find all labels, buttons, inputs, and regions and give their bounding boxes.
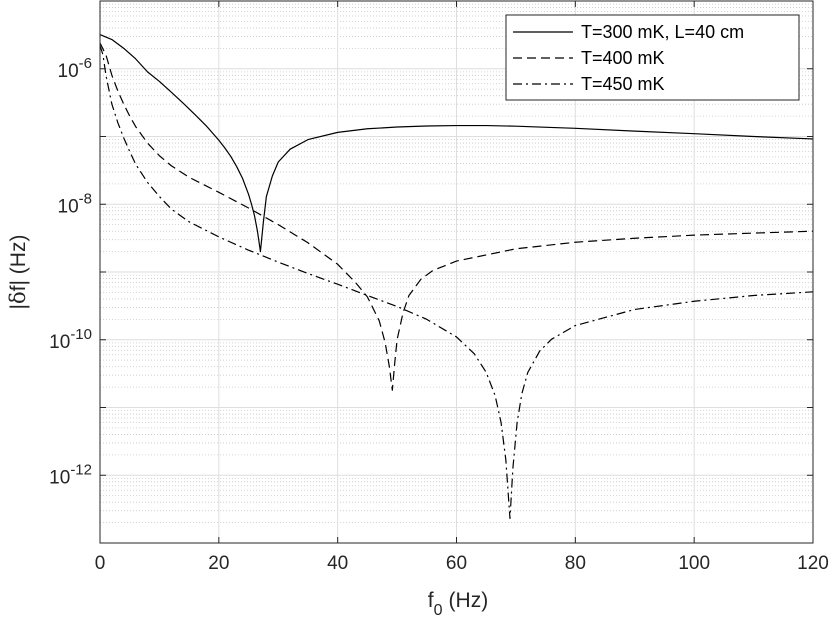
x-axis-title-unit: (Hz) [449, 589, 489, 612]
x-tick-label: 0 [95, 553, 106, 574]
x-tick-labels: 0 20 40 60 80 100 120 [95, 553, 829, 574]
x-tick-label: 20 [208, 553, 229, 574]
series-line-1 [99, 42, 814, 391]
x-tick-label: 120 [797, 553, 829, 574]
legend: T=300 mK, L=40 cm T=400 mK T=450 mK [505, 14, 800, 101]
x-axis-title: f0 (Hz) [428, 589, 488, 619]
y-axis-title-symbol: δ [6, 291, 30, 304]
series-line-2 [99, 45, 814, 520]
y-tick-label: 10-10 [49, 326, 92, 353]
y-axis-title-post: f| (Hz) [7, 235, 30, 292]
tick-marks [99, 0, 814, 544]
series-line-0 [99, 33, 814, 253]
x-tick-label: 60 [446, 553, 467, 574]
y-tick-label: 10-12 [49, 461, 92, 488]
legend-label-450mk: T=450 mK [581, 74, 665, 94]
legend-label-300mk: T=300 mK, L=40 cm [581, 22, 744, 42]
x-tick-label: 80 [565, 553, 586, 574]
y-tick-label: 10-6 [58, 55, 92, 82]
y-tick-labels: 10-6 10-8 10-10 10-12 [49, 55, 92, 489]
legend-label-400mk: T=400 mK [581, 48, 665, 68]
series-lines [99, 33, 814, 520]
x-axis-title-sub: 0 [434, 602, 443, 619]
y-tick-label: 10-8 [58, 190, 92, 217]
x-tick-label: 40 [327, 553, 348, 574]
y-axis-title-pre: | [7, 304, 30, 309]
x-tick-label: 100 [678, 553, 710, 574]
y-axis-title: |δf| (Hz) [6, 235, 30, 310]
legend-box [505, 14, 800, 101]
x-axis-title-main: f [428, 589, 434, 612]
